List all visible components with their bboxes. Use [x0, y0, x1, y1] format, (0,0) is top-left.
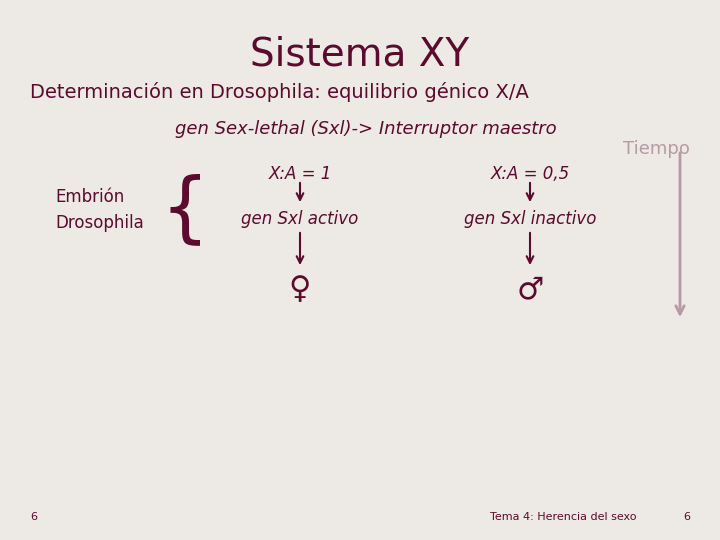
Text: 6: 6 [30, 512, 37, 522]
Text: Determinación en Drosophila: equilibrio génico X/A: Determinación en Drosophila: equilibrio … [30, 82, 529, 102]
Text: Sistema XY: Sistema XY [251, 35, 469, 73]
Text: X:A = 1: X:A = 1 [269, 165, 332, 183]
Text: gen Sex-lethal (Sxl)-> Interruptor maestro: gen Sex-lethal (Sxl)-> Interruptor maest… [175, 120, 557, 138]
Text: {: { [161, 173, 210, 247]
Text: gen Sxl activo: gen Sxl activo [241, 210, 359, 228]
Text: ♀: ♀ [289, 275, 311, 304]
Text: ♂: ♂ [516, 275, 544, 304]
Text: X:A = 0,5: X:A = 0,5 [490, 165, 570, 183]
Text: gen Sxl inactivo: gen Sxl inactivo [464, 210, 596, 228]
Text: 6: 6 [683, 512, 690, 522]
Text: Tema 4: Herencia del sexo: Tema 4: Herencia del sexo [490, 512, 636, 522]
Text: Embrión
Drosophila: Embrión Drosophila [55, 188, 144, 232]
Text: Tiempo: Tiempo [623, 140, 690, 158]
